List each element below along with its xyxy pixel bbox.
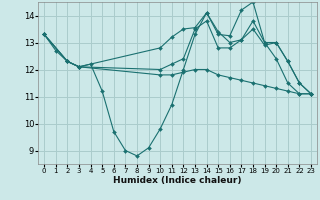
X-axis label: Humidex (Indice chaleur): Humidex (Indice chaleur) [113,176,242,185]
